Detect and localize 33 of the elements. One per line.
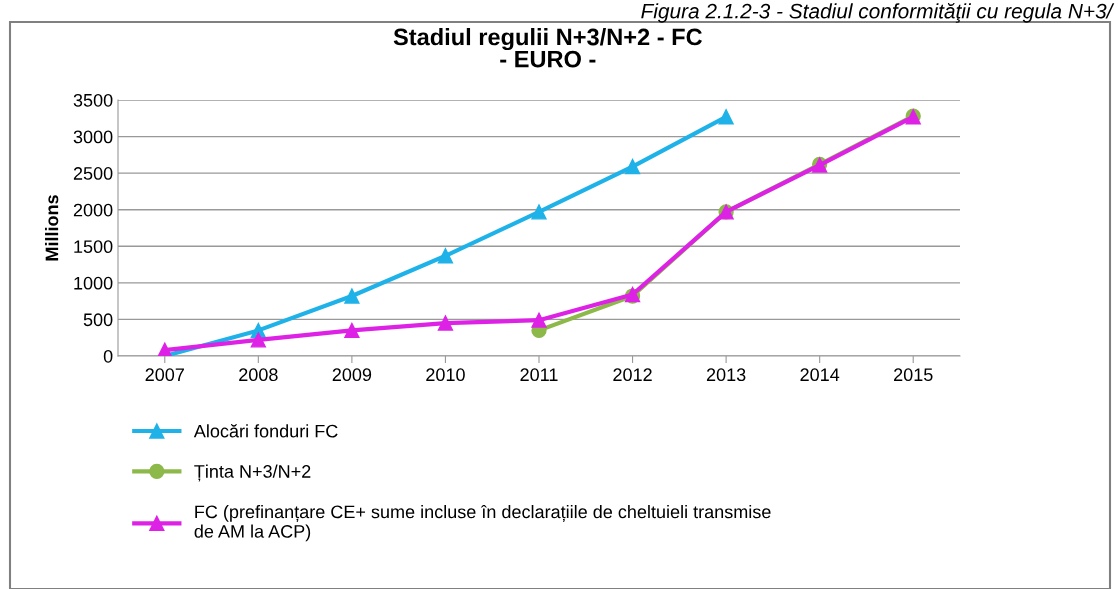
y-tick-label: 500: [83, 313, 113, 327]
y-tick-label: 1000: [74, 276, 113, 290]
point: [531, 312, 547, 328]
point: [157, 342, 173, 356]
point: [624, 158, 641, 175]
x-tick-label: 2010: [426, 368, 465, 382]
x-tick-label: 2012: [613, 368, 652, 382]
text: Figura 2.1.2-3 - Stadiul conformităţii cu regula N+3/: [641, 2, 1115, 23]
point: [344, 288, 360, 304]
y-tick-label: 1500: [74, 240, 113, 254]
x-tick-label: 2007: [145, 368, 184, 382]
point: [718, 109, 734, 125]
x-tick-label: 2013: [706, 368, 746, 382]
x-tick-label: 2008: [239, 368, 278, 382]
point: [344, 322, 360, 339]
legend-label: Ținta N+3/N+2: [194, 464, 311, 482]
y-tick-label: 2500: [73, 167, 113, 180]
point: [250, 332, 266, 348]
y-tick-label: 3000: [73, 130, 113, 144]
point: [531, 204, 547, 220]
x-tick-label: 2014: [800, 368, 840, 382]
x-tick-label: 2009: [332, 368, 372, 382]
legend-label: Alocări fonduri FC: [193, 424, 338, 438]
y-tick-label: 0: [103, 349, 113, 363]
chart-title: Stadiul regulii N+3/N+2 - FC - EURO -: [393, 28, 702, 68]
x-tick-label: 2011: [520, 368, 558, 382]
point: [437, 248, 454, 264]
legend-label: FC (prefinanțare CE+ sume incluse în declarațiile de cheltuieli transmise de AM la ACP): [194, 504, 771, 542]
y-tick-label: 2000: [73, 203, 113, 217]
x-tick-label: 2015: [894, 368, 933, 382]
y-tick-label: 3500: [73, 93, 113, 107]
point: [437, 315, 454, 331]
y-axis-title: Millions: [45, 195, 59, 261]
